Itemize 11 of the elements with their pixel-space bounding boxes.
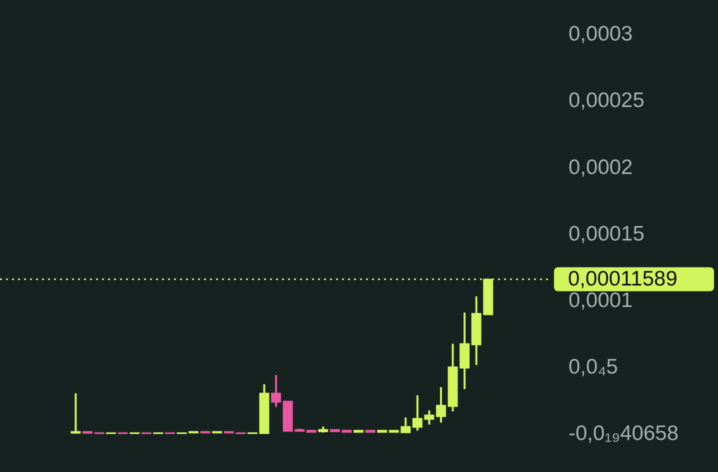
- candlestick: [436, 386, 446, 424]
- y-tick-label: 0,0001: [568, 288, 633, 312]
- y-tick-label: 0,00015: [568, 222, 644, 246]
- y-tick-label: 0,0003: [568, 22, 633, 46]
- candlestick: [70, 392, 81, 435]
- ref-line-label: 0,00011589: [568, 267, 678, 290]
- y-tick-label: 0,00025: [568, 89, 644, 112]
- y-tick-label: 0,0₄5: [568, 356, 618, 379]
- y-tick-label: -0,0₁₉40658: [568, 422, 678, 446]
- y-tick-label: 0,0002: [568, 156, 633, 179]
- candlestick: [271, 374, 282, 408]
